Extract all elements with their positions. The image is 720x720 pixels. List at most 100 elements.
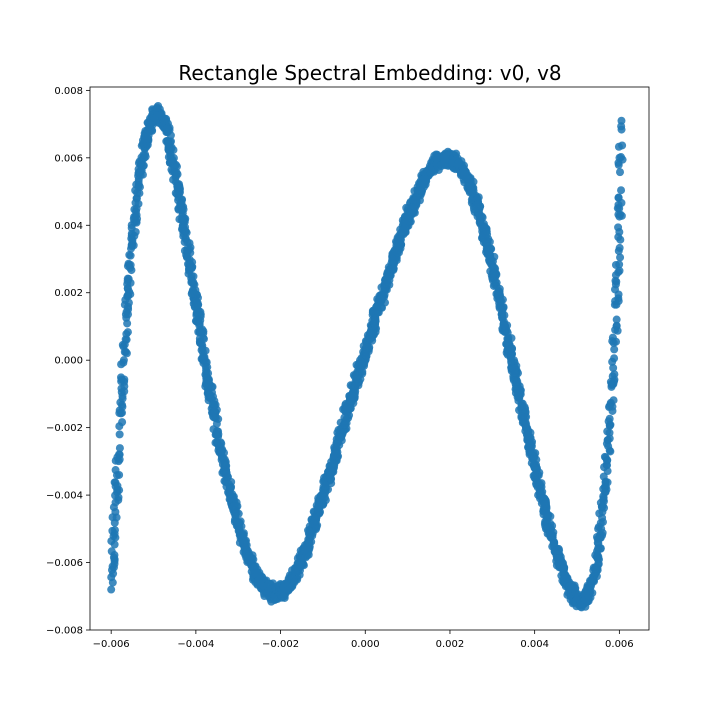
- data-point: [381, 298, 390, 307]
- data-point: [126, 251, 135, 260]
- data-point: [178, 225, 187, 234]
- data-point: [109, 503, 118, 512]
- data-point: [136, 166, 145, 175]
- data-point: [534, 491, 543, 500]
- data-point: [475, 218, 484, 227]
- data-point: [110, 526, 119, 535]
- data-point: [168, 155, 177, 164]
- data-point: [610, 345, 619, 354]
- data-point: [109, 553, 118, 562]
- data-point: [212, 419, 221, 428]
- data-point: [593, 547, 602, 556]
- data-point: [603, 478, 612, 487]
- data-point: [298, 553, 307, 562]
- data-point: [117, 360, 126, 369]
- data-point: [340, 413, 349, 422]
- data-point: [585, 585, 594, 594]
- y-tick-label: −0.006: [46, 558, 83, 569]
- data-point: [138, 136, 147, 145]
- x-axis: −0.006 −0.004 −0.002 0.000 0.002 0.004 0.006: [93, 630, 634, 650]
- x-tick-label: −0.002: [262, 639, 299, 650]
- data-point: [326, 471, 335, 480]
- y-tick-label: −0.004: [46, 491, 83, 502]
- data-point: [123, 319, 132, 328]
- data-point: [495, 304, 504, 313]
- data-point: [108, 513, 117, 522]
- data-point: [482, 248, 491, 257]
- x-tick-label: 0.002: [436, 639, 465, 650]
- data-point: [385, 280, 394, 289]
- data-point: [305, 526, 314, 535]
- data-point: [337, 433, 346, 442]
- data-point: [617, 198, 626, 207]
- data-point: [126, 261, 135, 270]
- data-point: [231, 511, 240, 520]
- data-point: [180, 216, 189, 225]
- data-point: [107, 566, 116, 575]
- data-point: [511, 368, 520, 377]
- data-point: [504, 333, 513, 342]
- x-tick-label: 0.006: [605, 639, 634, 650]
- data-point: [346, 404, 355, 413]
- data-point: [467, 184, 476, 193]
- chart-title: Rectangle Spectral Embedding: v0, v8: [178, 61, 561, 85]
- data-point: [133, 188, 142, 197]
- data-point: [212, 431, 221, 440]
- data-point: [362, 352, 371, 361]
- data-point: [368, 329, 377, 338]
- data-point: [118, 418, 127, 427]
- data-point: [395, 239, 404, 248]
- data-point: [107, 585, 116, 594]
- data-point: [223, 472, 232, 481]
- data-point: [615, 153, 624, 162]
- data-point: [543, 512, 552, 521]
- y-axis: −0.008 −0.006 −0.004 −0.002 0.000 0.002 0.004 0…: [46, 86, 90, 637]
- data-point: [608, 357, 617, 366]
- data-point: [175, 183, 184, 192]
- data-point: [305, 538, 314, 547]
- data-point: [600, 488, 609, 497]
- data-point: [513, 390, 522, 399]
- axes-frame: [89, 86, 650, 631]
- data-point: [614, 160, 623, 169]
- data-point: [254, 569, 263, 578]
- data-point: [122, 349, 131, 358]
- y-tick-label: −0.008: [46, 626, 83, 637]
- data-point: [249, 555, 258, 564]
- data-point: [115, 444, 124, 453]
- data-point: [111, 491, 120, 500]
- data-point: [166, 131, 175, 140]
- data-point: [123, 284, 132, 293]
- data-point: [370, 316, 379, 325]
- data-point: [123, 328, 132, 337]
- data-point: [115, 450, 124, 459]
- data-point: [141, 152, 150, 161]
- data-point: [358, 369, 367, 378]
- data-point: [603, 435, 612, 444]
- data-point: [153, 103, 162, 112]
- data-point: [211, 400, 220, 409]
- data-point: [134, 182, 143, 191]
- data-point: [616, 253, 625, 262]
- data-point: [111, 466, 120, 475]
- data-point: [493, 291, 502, 300]
- data-point: [611, 276, 620, 285]
- data-point: [358, 358, 367, 367]
- data-point: [540, 500, 549, 509]
- data-point: [160, 114, 169, 123]
- data-point: [107, 547, 116, 556]
- data-point: [364, 344, 373, 353]
- data-point: [591, 568, 600, 577]
- data-point: [123, 292, 132, 301]
- data-point: [609, 363, 618, 372]
- data-point: [605, 420, 614, 429]
- data-point: [314, 501, 323, 510]
- data-point: [611, 260, 620, 269]
- data-point: [469, 177, 478, 186]
- data-point: [279, 592, 288, 601]
- data-point: [124, 310, 133, 319]
- data-point: [500, 321, 509, 330]
- data-point: [617, 122, 626, 131]
- data-point: [395, 245, 404, 254]
